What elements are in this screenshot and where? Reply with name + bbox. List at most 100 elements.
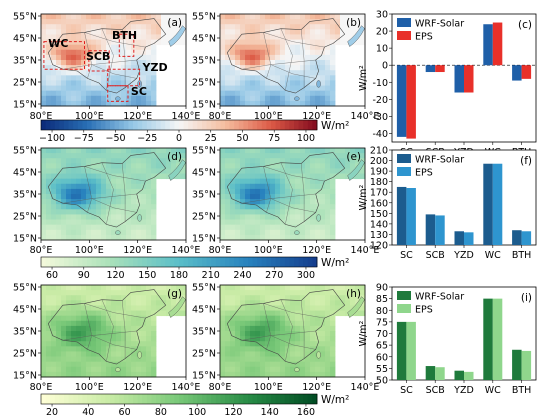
colorbar-tick-label: 100 — [188, 407, 206, 417]
bar-eps — [464, 371, 474, 380]
colorbar-tick-label: −100 — [39, 133, 65, 144]
lon-tick-label: 120°E — [123, 245, 152, 256]
colorbar-unit: W/m² — [321, 120, 349, 132]
lat-tick-label: 15°N — [13, 371, 37, 382]
lat-tick-label: 55°N — [13, 146, 37, 157]
lat-tick-label: 45°N — [192, 168, 216, 179]
lat-tick-label: 35°N — [13, 327, 37, 338]
province-border — [122, 300, 126, 359]
lat-tick-label: 35°N — [13, 190, 37, 201]
lon-tick-label: 120°E — [302, 111, 331, 122]
x-tick-label: YZD — [453, 385, 474, 396]
lon-tick-label: 80°E — [30, 111, 53, 122]
region-label: SC — [131, 85, 147, 98]
panel-tag: (e) — [346, 151, 361, 163]
lat-tick-label: 45°N — [13, 34, 37, 45]
y-tick-label: 75 — [376, 317, 388, 328]
panel-tag: (c) — [518, 19, 532, 31]
colorbar-tick-label: 150 — [138, 270, 156, 281]
map-panel: 55°N 45°N 35°N 25°N 15°N80°E 100°E 120°E 140°E (… — [192, 146, 379, 257]
province-border — [101, 28, 114, 91]
colorbar-tick-label: 20 — [46, 407, 58, 417]
x-tick-label: BTH — [512, 250, 531, 261]
lon-tick-label: 100°E — [75, 111, 104, 122]
lat-tick-label: 45°N — [192, 34, 216, 45]
colorbar-tick-label: 120 — [106, 270, 124, 281]
x-tick-label: WC — [485, 385, 501, 396]
lat-tick-label: 35°N — [13, 56, 37, 67]
legend-swatch — [397, 18, 411, 27]
province-border — [84, 166, 146, 182]
lat-tick-label: 35°N — [192, 327, 216, 338]
bar-wrf-solar — [454, 370, 464, 380]
lon-tick-label: 80°E — [209, 245, 232, 256]
province-border — [84, 32, 146, 48]
y-tick-label: 210 — [370, 146, 388, 157]
colorbar-tick-label: 100 — [297, 133, 315, 144]
legend-label: EPS — [415, 168, 433, 179]
bar-eps — [464, 232, 474, 245]
bar-eps — [435, 215, 445, 245]
colorbar-tick-label: 40 — [82, 407, 94, 417]
province-border — [91, 198, 137, 213]
lat-tick-label: 25°N — [192, 349, 216, 360]
colorbar-tick-label: 120 — [224, 407, 242, 417]
bar-wrf-solar — [425, 214, 436, 245]
province-border — [280, 162, 293, 225]
lon-tick-label: 140°E — [172, 382, 201, 393]
island — [294, 367, 300, 372]
province-border — [301, 29, 305, 88]
province-border — [101, 299, 114, 362]
province-border — [270, 335, 316, 350]
island — [316, 214, 321, 222]
x-tick-label: SCB — [426, 250, 445, 261]
colorbar-tick-label: 270 — [265, 270, 283, 281]
lat-tick-label: 35°N — [192, 56, 216, 67]
lat-tick-label: 55°N — [192, 146, 216, 157]
lat-tick-label: 25°N — [192, 212, 216, 223]
bar-eps — [521, 65, 532, 79]
y-tick-label: -40 — [372, 129, 388, 140]
lat-tick-label: 15°N — [13, 100, 37, 111]
colorbar-tick-label: 50 — [236, 133, 248, 144]
lon-tick-label: 100°E — [254, 111, 283, 122]
colorbar-tick-label: 90 — [78, 270, 90, 281]
bar-wrf-solar — [483, 163, 493, 245]
lat-tick-label: 55°N — [13, 12, 37, 23]
lat-tick-label: 15°N — [192, 234, 216, 245]
y-tick-label: 90 — [376, 283, 388, 294]
map-panel: 55°N 45°N 35°N 25°N 15°N80°E 100°E 120°E 140°E (… — [13, 12, 200, 123]
x-tick-label: YZD — [453, 250, 474, 261]
colorbar-unit: W/m² — [321, 257, 349, 269]
bar-eps — [492, 163, 503, 245]
lon-tick-label: 120°E — [302, 245, 331, 256]
province-border — [263, 32, 325, 48]
colorbar: 60 90 120 150 180 210 240 270 300 W/m² — [40, 256, 349, 281]
bar-eps — [492, 22, 503, 66]
y-tick-label: 0 — [382, 61, 388, 72]
bar-wrf-solar — [396, 321, 407, 381]
colorbar-tick-label: 240 — [233, 270, 251, 281]
island — [316, 80, 321, 88]
colorbar-tick-label: 60 — [46, 270, 58, 281]
y-tick-label: 120 — [370, 241, 388, 252]
lat-tick-label: 15°N — [13, 234, 37, 245]
province-border — [91, 335, 137, 350]
legend-label: EPS — [415, 32, 433, 43]
legend-swatch — [397, 167, 411, 176]
region-label: SCB — [86, 50, 110, 63]
lon-tick-label: 120°E — [302, 382, 331, 393]
lat-tick-label: 15°N — [192, 371, 216, 382]
lon-tick-label: 80°E — [209, 111, 232, 122]
bar-wrf-solar — [512, 65, 522, 81]
lon-tick-label: 80°E — [30, 245, 53, 256]
y-axis-label: W/m² — [358, 184, 369, 210]
colorbar-tick-label: 140 — [261, 407, 279, 417]
bar-chart: 3020100-10-20-30-40W/m²SCSCBYZDWCBTHWRF-… — [358, 10, 537, 158]
region-label: BTH — [112, 29, 137, 42]
map-field — [41, 14, 187, 107]
colorbar-tick-label: 0 — [176, 133, 182, 144]
province-border — [301, 163, 305, 222]
map-field — [220, 148, 366, 241]
